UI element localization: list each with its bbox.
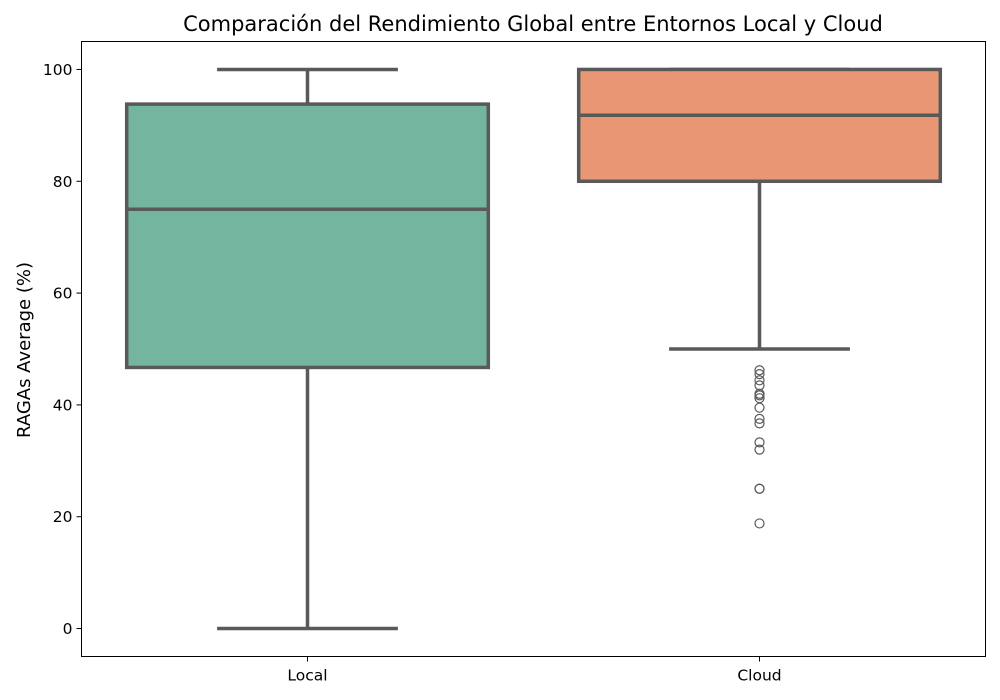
box-cloud	[576, 67, 943, 184]
y-tick-label: 60	[53, 285, 73, 303]
y-axis-label: RAGAs Average (%)	[14, 262, 35, 438]
x-tick-label-local: Local	[287, 667, 327, 685]
outlier-point	[754, 518, 765, 529]
outlier-point	[754, 418, 765, 429]
y-tick-label: 80	[53, 173, 73, 191]
outlier-point	[754, 365, 765, 376]
outlier-point	[754, 369, 765, 380]
chart-title: Comparación del Rendimiento Global entre…	[183, 12, 883, 36]
y-tick-label: 40	[53, 396, 73, 414]
x-tick-label-cloud: Cloud	[737, 667, 781, 685]
plot-frame	[81, 41, 986, 657]
y-tick-label: 0	[63, 620, 73, 638]
outlier-point	[754, 380, 765, 391]
y-tick-label: 20	[53, 508, 73, 526]
outlier-point	[754, 483, 765, 494]
outlier-point	[754, 402, 765, 413]
outlier-point	[754, 413, 765, 424]
outlier-point	[754, 390, 765, 401]
plot-area: 0 20 40 60 80 100 Local Cloud	[43, 61, 943, 685]
outlier-point	[754, 375, 765, 386]
box-group-local	[124, 67, 491, 631]
outlier-point	[754, 444, 765, 455]
y-tick-label: 100	[43, 61, 73, 79]
box-local	[124, 102, 491, 370]
box-group-cloud	[576, 67, 943, 529]
outlier-point	[754, 437, 765, 448]
